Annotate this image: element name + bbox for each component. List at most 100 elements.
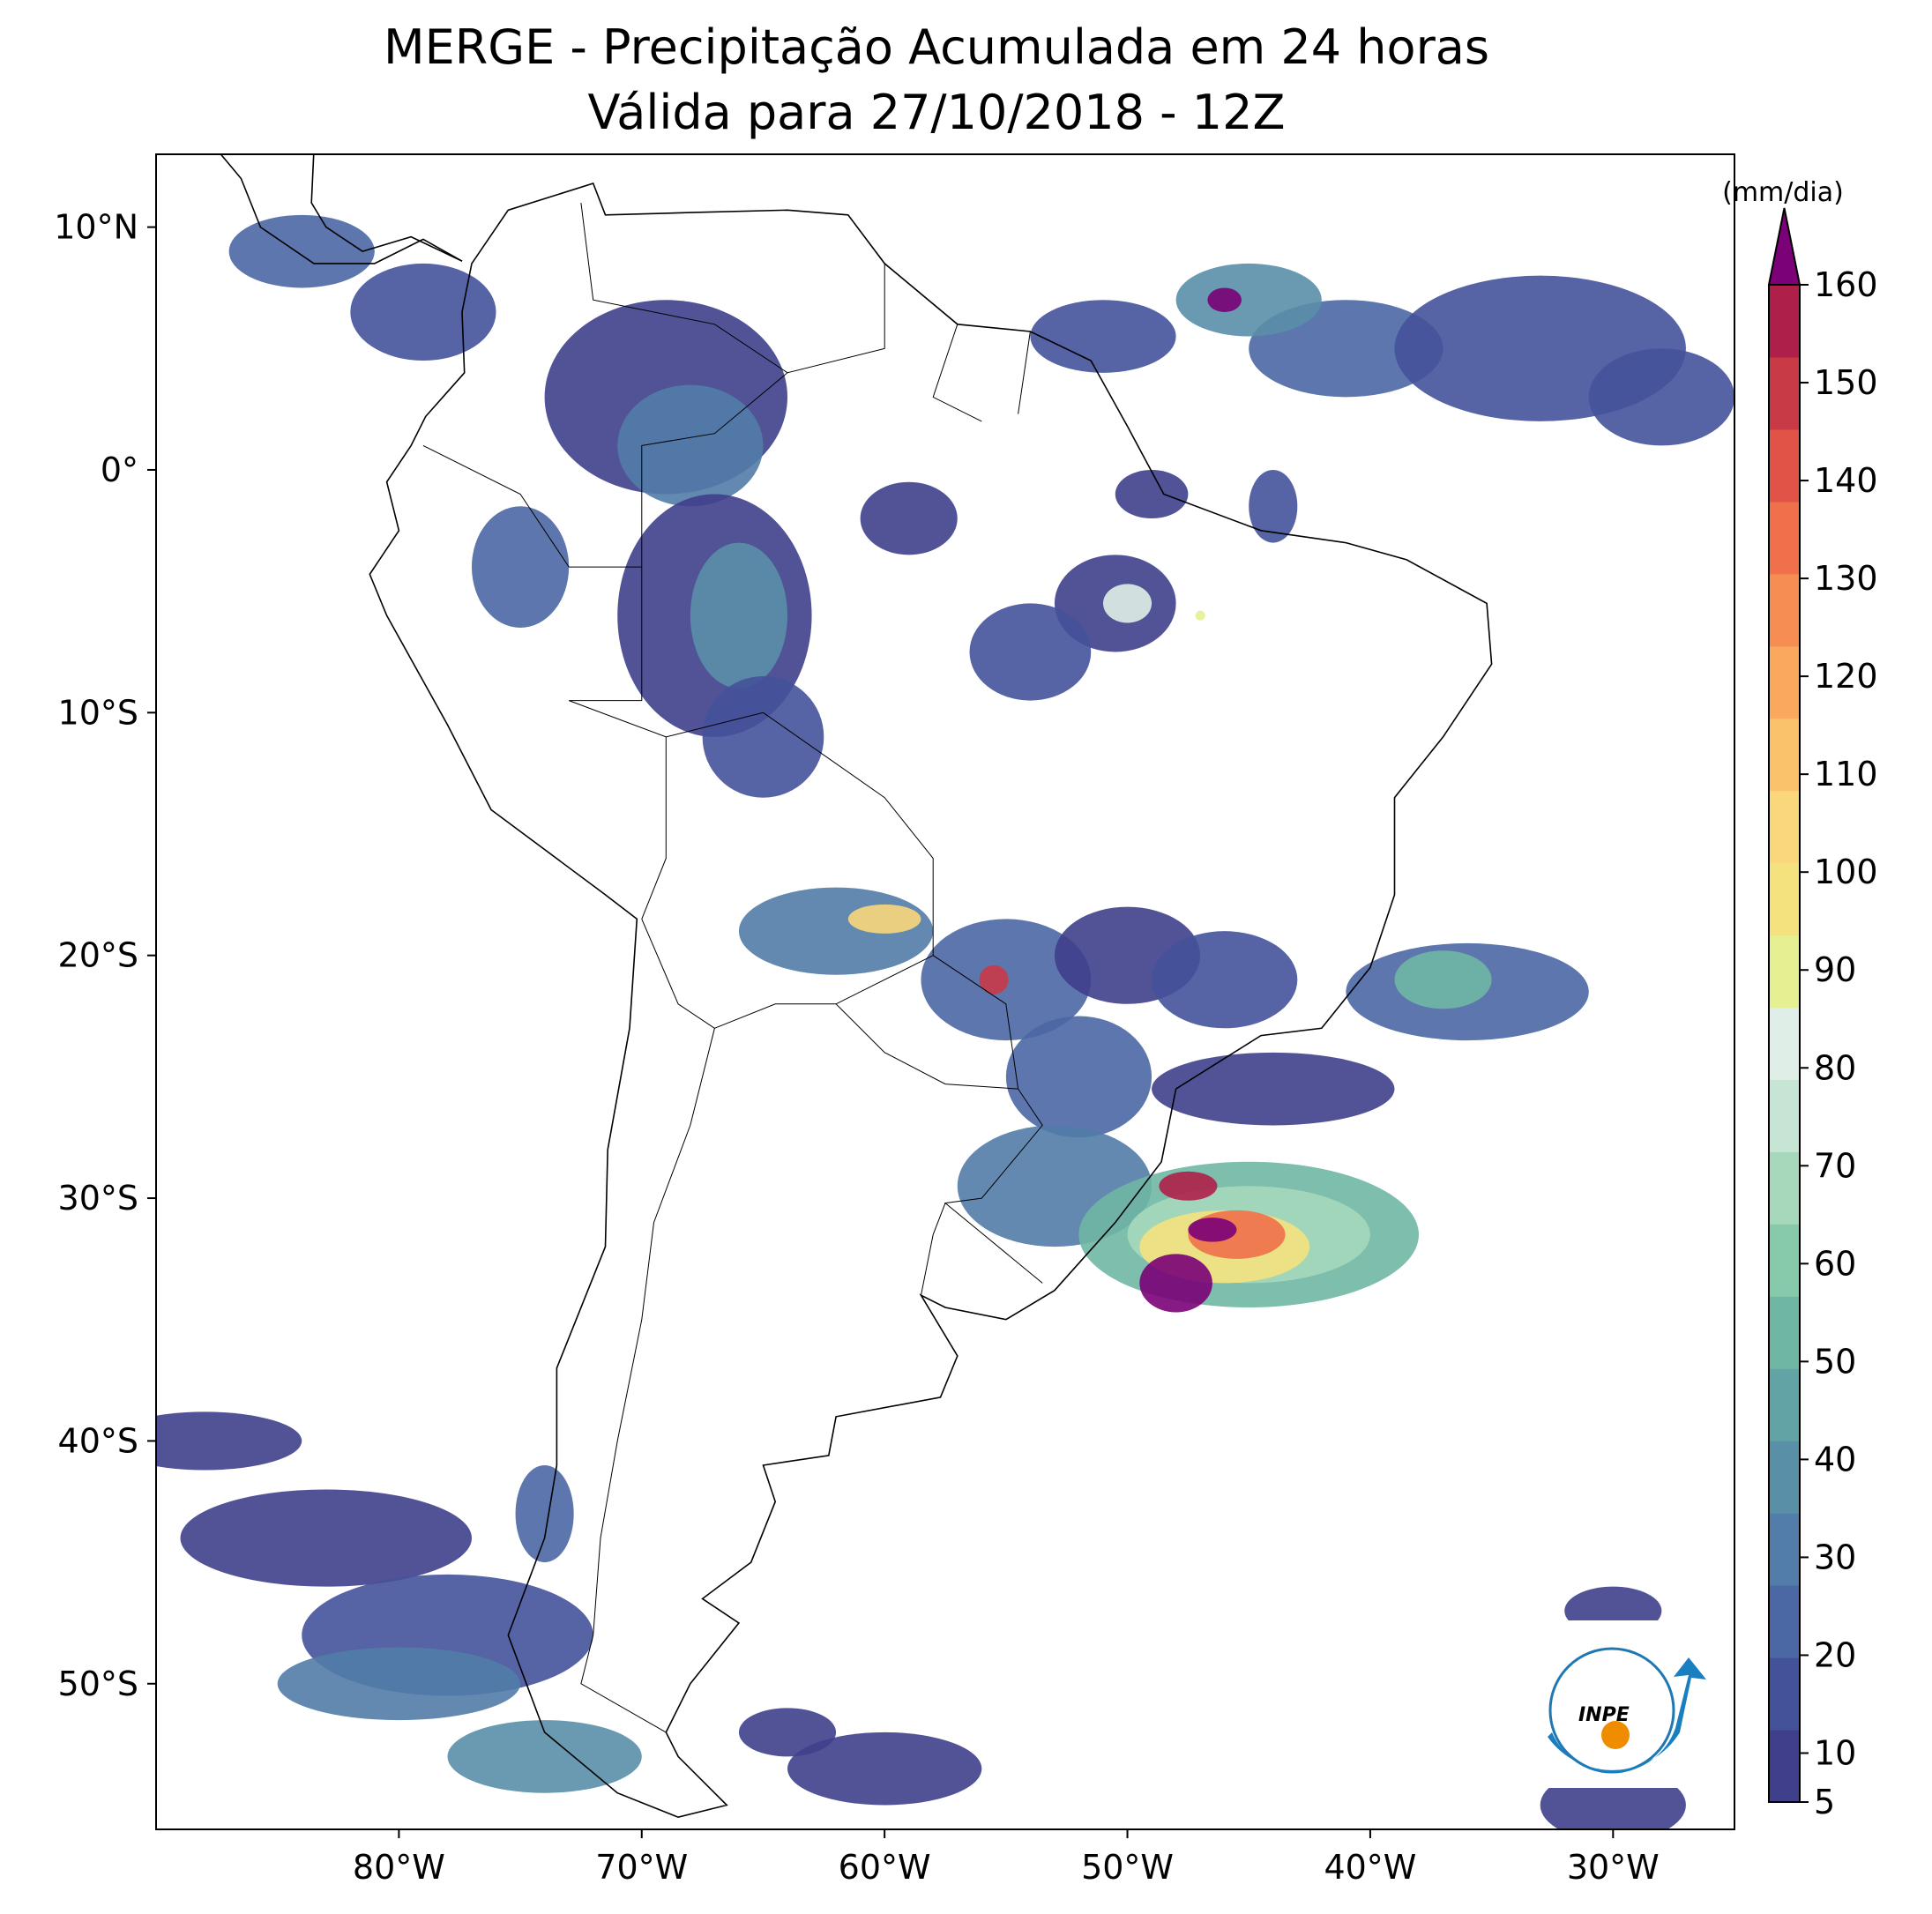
colorbar-tick-label: 90	[1814, 950, 1856, 989]
colorbar-frame	[1768, 284, 1801, 1803]
logo: INPE	[1528, 1620, 1713, 1788]
border-line	[1018, 331, 1031, 414]
precip-area	[702, 676, 824, 798]
y-tick-label: 0°	[101, 451, 138, 489]
colorbar-tick-label: 100	[1814, 853, 1878, 891]
precip-area	[787, 1732, 982, 1806]
precip-area	[515, 1464, 574, 1563]
precip-area	[1152, 931, 1298, 1029]
colorbar-segment	[1769, 935, 1800, 1009]
border-line	[835, 1003, 1018, 1090]
precip-area	[180, 1489, 472, 1587]
x-tick-label: 50°W	[1081, 1848, 1174, 1887]
colorbar-segment	[1769, 718, 1800, 792]
colorbar-segment	[1769, 356, 1800, 430]
precip-area	[617, 384, 764, 507]
border-line	[580, 919, 715, 1733]
precip-area	[350, 263, 496, 361]
map-title: MERGE - Precipitação Acumulada em 24 hor…	[384, 19, 1489, 75]
colorbar-segment	[1769, 285, 1800, 358]
colorbar-segment	[1769, 428, 1800, 503]
colorbar-tick-label: 150	[1814, 363, 1878, 402]
precip-area	[1394, 950, 1492, 1009]
x-tick-label: 70°W	[595, 1848, 688, 1887]
colorbar-tick-label: 130	[1814, 559, 1878, 598]
colorbar: 5 10 20 30 40 50 60 70 80 90 100 110 120 130 140 150 160	[1767, 207, 1878, 1821]
colorbar-segment	[1769, 1513, 1800, 1586]
precip-area	[690, 542, 788, 689]
map-frame	[155, 153, 1735, 1830]
coast-line	[310, 154, 463, 262]
precip-area	[1175, 263, 1322, 337]
precip-area	[1188, 1218, 1237, 1242]
colorbar-segment	[1769, 1151, 1800, 1225]
colorbar-tick-label: 20	[1814, 1635, 1856, 1674]
colorbar-tick-label: 30	[1814, 1538, 1856, 1576]
colorbar-tick-label: 80	[1814, 1048, 1856, 1087]
colorbar-segment	[1769, 790, 1800, 864]
colorbar-segment	[1769, 1368, 1800, 1441]
x-tick-label: 30°W	[1567, 1848, 1660, 1887]
precip-area	[447, 1720, 642, 1793]
precip-area	[228, 214, 375, 288]
precipitation-field	[156, 214, 1734, 1829]
precip-area	[1588, 348, 1734, 446]
colorbar-segment	[1769, 1224, 1800, 1297]
x-tick-label: 60°W	[839, 1848, 931, 1887]
precip-area	[1249, 469, 1298, 543]
y-tick-label: 40°S	[58, 1421, 138, 1460]
precip-area	[1139, 1254, 1212, 1313]
colorbar-segment	[1769, 645, 1800, 719]
colorbar-tick-label: 10	[1814, 1733, 1856, 1772]
logo-arrow	[1548, 1657, 1706, 1773]
colorbar-tick-label: 160	[1814, 265, 1878, 304]
precip-area	[1115, 469, 1189, 519]
x-tick-label: 40°W	[1324, 1848, 1416, 1887]
map-subtitle: Válida para 27/10/2018 - 12Z	[588, 85, 1286, 140]
colorbar-tick-label: 120	[1814, 657, 1878, 696]
precip-area	[472, 506, 570, 628]
colorbar-segment	[1769, 501, 1800, 575]
colorbar-segment	[1769, 1079, 1800, 1152]
border-line	[422, 444, 570, 568]
colorbar-tick-label: 60	[1814, 1244, 1856, 1283]
border-line	[641, 736, 667, 920]
border-line	[921, 1203, 946, 1296]
precip-area	[860, 481, 958, 555]
y-tick-label: 10°S	[58, 693, 138, 732]
colorbar-extend	[1767, 207, 1801, 286]
precip-area	[1195, 610, 1205, 621]
colorbar-tick-label: 70	[1814, 1146, 1856, 1185]
precip-area	[277, 1647, 521, 1721]
precip-area	[969, 603, 1092, 701]
precip-area	[156, 1411, 302, 1471]
coast-line	[220, 154, 463, 264]
colorbar-segment	[1769, 1441, 1800, 1514]
y-tick-label: 10°N	[54, 208, 138, 247]
colorbar-tick-label: 50	[1814, 1342, 1856, 1381]
precip-area	[1005, 1016, 1152, 1138]
colorbar-label: (mm/dia)	[1722, 177, 1844, 208]
border-line	[714, 955, 934, 1029]
colorbar-tick-label: 5	[1814, 1783, 1835, 1821]
colorbar-segment	[1769, 1007, 1800, 1080]
colorbar-segment	[1769, 1730, 1800, 1803]
colorbar-segment	[1769, 1585, 1800, 1658]
coastline	[220, 154, 1493, 1819]
precip-area	[847, 904, 921, 934]
y-tick-label: 20°S	[58, 936, 138, 975]
precip-area	[1030, 300, 1176, 373]
border-line	[580, 203, 788, 374]
precip-area	[738, 1708, 837, 1757]
colorbar-segment	[1769, 573, 1800, 647]
border-line	[932, 324, 982, 422]
colorbar-segment	[1769, 1296, 1800, 1369]
y-tick-label: 30°S	[58, 1179, 138, 1218]
colorbar-segment	[1769, 1657, 1800, 1731]
colorbar-tick-label: 140	[1814, 461, 1878, 500]
colorbar-tick-label: 110	[1814, 755, 1878, 793]
colorbar-segment	[1769, 862, 1800, 936]
border-line	[569, 566, 1043, 1284]
